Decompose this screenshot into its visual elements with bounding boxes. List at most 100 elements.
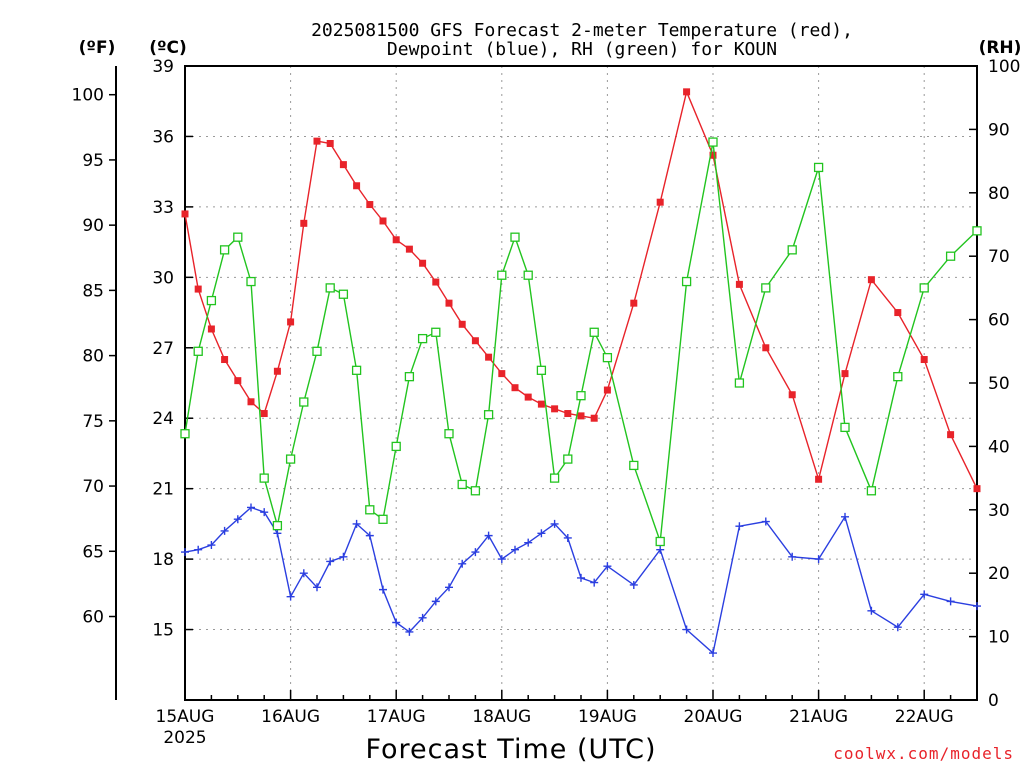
temperature-point [300, 219, 308, 227]
dewpoint-point [550, 519, 559, 528]
x-tick-label: 16AUG [261, 707, 320, 727]
rh-point [180, 429, 190, 439]
rh-point [219, 245, 230, 255]
rh-point [787, 245, 797, 255]
fahrenheit-tick-label: 70 [82, 477, 104, 497]
temperature-point [405, 245, 413, 253]
rh-tick-label: 70 [988, 247, 1010, 267]
temperature-point [247, 398, 255, 406]
rh-point [206, 295, 217, 306]
dewpoint-point [867, 606, 876, 615]
rh-point [510, 232, 520, 242]
dewpoint-point [814, 555, 823, 564]
dewpoint-point [405, 627, 414, 636]
rh-point [840, 422, 850, 433]
fahrenheit-tick-label: 60 [82, 608, 104, 628]
rh-point [919, 283, 929, 293]
rh-point [312, 346, 322, 356]
temperature-point [194, 285, 202, 293]
dewpoint-point [893, 623, 902, 632]
grid-lines [185, 66, 977, 700]
fahrenheit-tick-label: 80 [82, 347, 104, 367]
temperature-point [841, 370, 849, 378]
rh-point [629, 460, 639, 471]
temperature-point [920, 356, 928, 364]
temperature-point [630, 299, 638, 307]
x-axis-title: Forecast Time (UTC) [365, 734, 656, 765]
x-tick-label: 15AUG [156, 707, 215, 727]
rh-point [734, 378, 745, 388]
fahrenheit-tick-label: 85 [82, 281, 104, 301]
rh-point [576, 391, 586, 401]
temperature-point [339, 161, 347, 169]
temperature-point [537, 400, 545, 408]
dewpoint-point [537, 529, 546, 538]
series-dewpoint [181, 503, 981, 658]
rh-point [866, 486, 877, 496]
dewpoint-point [973, 602, 981, 611]
rh-point [431, 327, 441, 337]
rh-point [813, 162, 824, 173]
dewpoint-point [286, 592, 295, 601]
dewpoint-point [841, 512, 849, 521]
dewpoint-point [524, 538, 533, 547]
x-tick-label: 18AUG [472, 707, 531, 727]
rh-tick-label: 40 [988, 437, 1010, 457]
fahrenheit-tick-label: 75 [82, 412, 104, 432]
rh-point [391, 441, 401, 452]
celsius-tick-label: 36 [152, 127, 174, 147]
dewpoint-point [511, 545, 519, 554]
rh-point [563, 454, 573, 464]
celsius-tick-label: 18 [152, 550, 174, 570]
temperature-point [894, 309, 902, 317]
dewpoint-point [946, 597, 955, 606]
dewpoint-point [484, 531, 493, 540]
dewpoint-point [181, 548, 189, 557]
dewpoint-point [194, 545, 203, 554]
temperature-point [577, 412, 585, 420]
rh-point [259, 473, 269, 483]
temperature-point [551, 405, 559, 413]
rh-point [972, 226, 982, 236]
temperature-point [511, 384, 519, 392]
dewpoint-point [220, 526, 229, 535]
temperature-point [603, 386, 611, 394]
x-tick-label: 20AUG [684, 707, 743, 727]
axis-ticks: 15AUG 16AUG 17AUG 18AUG 19AUG 20AUG 21AUG 22AUG… [72, 57, 1021, 748]
rh-tick-label: 30 [988, 501, 1010, 521]
dewpoint-point [709, 649, 717, 658]
rh-point [602, 352, 613, 363]
temperature-point [815, 475, 823, 483]
temperature-point [313, 137, 321, 145]
temperature-point [709, 151, 717, 159]
x-year-label: 2025 [163, 728, 206, 748]
dewpoint-point [313, 583, 321, 592]
celsius-tick-label: 30 [152, 268, 174, 288]
dewpoint-point [339, 552, 348, 561]
x-tick-label: 21AUG [789, 707, 848, 727]
rh-point [893, 372, 903, 382]
rh-tick-label: 50 [988, 374, 1010, 394]
chart-title: 2025081500 GFS Forecast 2-meter Temperat… [311, 20, 853, 41]
celsius-tick-label: 24 [152, 409, 174, 429]
dewpoint-point [418, 613, 427, 622]
celsius-tick-label: 21 [152, 480, 174, 500]
dewpoint-point [273, 529, 282, 538]
dewpoint-point [563, 533, 572, 542]
temperature-point [379, 217, 387, 225]
dewpoint-point [445, 583, 453, 592]
temperature-point [867, 276, 875, 284]
rh-point [655, 536, 665, 547]
rh-tick-label: 10 [988, 628, 1010, 648]
dewpoint-point [761, 517, 770, 526]
dewpoint-point [326, 557, 335, 566]
dewpoint-point [352, 519, 361, 528]
temperature-point [353, 182, 361, 190]
temperature-point [485, 353, 493, 361]
fahrenheit-unit-label: (ºF) [79, 38, 116, 58]
rh-point [483, 410, 494, 420]
rh-point [365, 505, 375, 515]
dewpoint-point [431, 597, 440, 606]
temperature-point [326, 139, 334, 147]
temperature-point [524, 393, 532, 401]
